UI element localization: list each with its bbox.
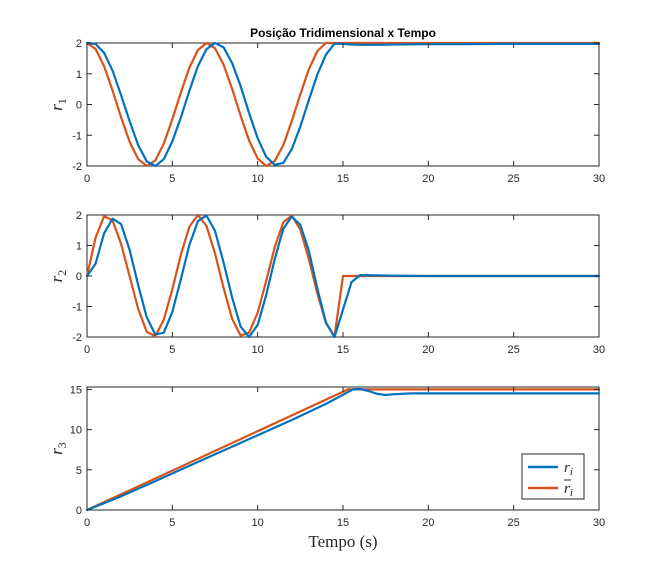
x-tick-label: 5	[169, 344, 175, 356]
x-tick-label: 5	[169, 173, 175, 185]
x-tick-label: 25	[508, 517, 520, 529]
y-tick-label: -1	[72, 302, 82, 314]
x-tick-label: 10	[252, 517, 264, 529]
x-tick-label: 30	[593, 344, 605, 356]
x-tick-label: 0	[84, 173, 90, 185]
subplot-2: 0 5 10 15 20 25 30 -2 -1 0 1 2 r2	[47, 210, 605, 356]
y-axis-label-3: r3	[47, 442, 69, 455]
series-line-ri-1	[85, 41, 601, 168]
legend-label-ri: ri	[564, 460, 573, 478]
y-tick-label: 0	[76, 100, 82, 112]
figure-title: Posição Tridimensional x Tempo	[250, 26, 436, 40]
x-tick-label: 0	[84, 344, 90, 356]
y-tick-label: 0	[76, 271, 82, 283]
subplot-1: 0 5 10 15 20 25 30 -2 -1 0 1 2 r1	[47, 38, 605, 185]
x-tick-label: 15	[337, 344, 349, 356]
x-tick-label: 20	[422, 517, 434, 529]
y-tick-label: -2	[72, 161, 82, 173]
x-tick-label: 0	[84, 517, 90, 529]
y-axis-label-1: r1	[47, 98, 69, 111]
y-tick-label: 10	[70, 425, 82, 437]
y-tick-label: 5	[76, 465, 82, 477]
y-tick-label: -2	[72, 332, 82, 344]
x-tick-label: 30	[593, 173, 605, 185]
x-tick-label: 10	[252, 173, 264, 185]
legend: ri ri	[521, 453, 585, 500]
x-tick-label: 10	[252, 344, 264, 356]
y-axis-label-2: r2	[47, 270, 69, 283]
series-line-ri-3	[85, 387, 601, 512]
x-tick-label: 5	[169, 517, 175, 529]
legend-box	[521, 453, 585, 500]
y-tick-label: 2	[76, 210, 82, 222]
y-tick-label: 0	[76, 505, 82, 517]
x-tick-label: 15	[337, 517, 349, 529]
series-line-rbar-1	[85, 41, 601, 168]
x-tick-label: 25	[508, 173, 520, 185]
x-axis-label: Tempo (s)	[308, 532, 377, 551]
y-tick-label: 1	[76, 241, 82, 253]
y-tick-label: -1	[72, 130, 82, 142]
series-line-ri-2	[85, 214, 601, 339]
x-tick-label: 30	[593, 517, 605, 529]
subplot-3: 0 5 10 15 20 25 30 0 5 10 15 r3	[47, 384, 605, 529]
legend-label-rbar: ri	[564, 481, 573, 499]
x-tick-label: 25	[508, 344, 520, 356]
x-tick-label: 20	[422, 173, 434, 185]
y-tick-label: 1	[76, 69, 82, 81]
x-tick-label: 15	[337, 173, 349, 185]
y-tick-label: 15	[70, 384, 82, 396]
axes-box-1	[86, 42, 600, 167]
y-tick-label: 2	[76, 38, 82, 50]
x-tick-label: 20	[422, 344, 434, 356]
